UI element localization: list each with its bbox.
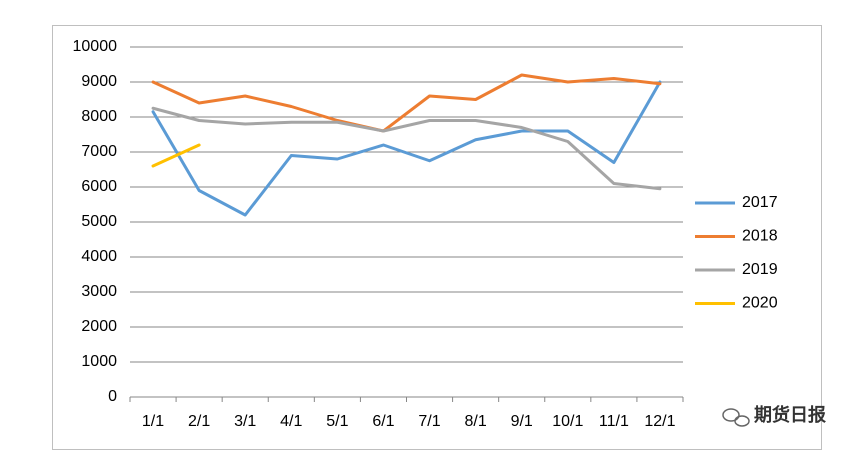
x-tick-label: 3/1: [234, 413, 256, 430]
x-tick-label: 6/1: [372, 413, 394, 430]
y-tick-label: 1000: [81, 353, 117, 370]
legend-label: 2020: [742, 295, 778, 312]
y-tick-label: 0: [108, 388, 117, 405]
y-tick-label: 6000: [81, 178, 117, 195]
series-line: [151, 80, 662, 217]
legend-label: 2017: [742, 194, 778, 211]
x-tick-label: 7/1: [418, 413, 440, 430]
y-tick-label: 7000: [81, 143, 117, 160]
x-tick-label: 10/1: [552, 413, 583, 430]
watermark-icon: [722, 408, 750, 427]
series-line: [151, 106, 662, 191]
x-tick-label: 12/1: [644, 413, 675, 430]
y-tick-label: 8000: [81, 108, 117, 125]
y-tick-label: 3000: [81, 283, 117, 300]
y-tick-label: 4000: [81, 248, 117, 265]
legend-label: 2018: [742, 228, 778, 245]
watermark: 期货日报: [754, 404, 826, 425]
y-tick-label: 9000: [81, 73, 117, 90]
x-tick-label: 11/1: [599, 413, 629, 430]
x-tick-label: 9/1: [511, 413, 533, 430]
x-tick-label: 2/1: [188, 413, 210, 430]
x-tick-label: 4/1: [280, 413, 302, 430]
series-line: [151, 73, 662, 133]
y-tick-label: 5000: [81, 213, 117, 230]
x-tick-label: 8/1: [465, 413, 487, 430]
legend-label: 2019: [742, 261, 778, 278]
x-tick-label: 1/1: [142, 413, 164, 430]
y-tick-label: 10000: [73, 38, 118, 55]
y-tick-label: 2000: [81, 318, 117, 335]
x-tick-label: 5/1: [326, 413, 348, 430]
series-line: [151, 143, 201, 168]
